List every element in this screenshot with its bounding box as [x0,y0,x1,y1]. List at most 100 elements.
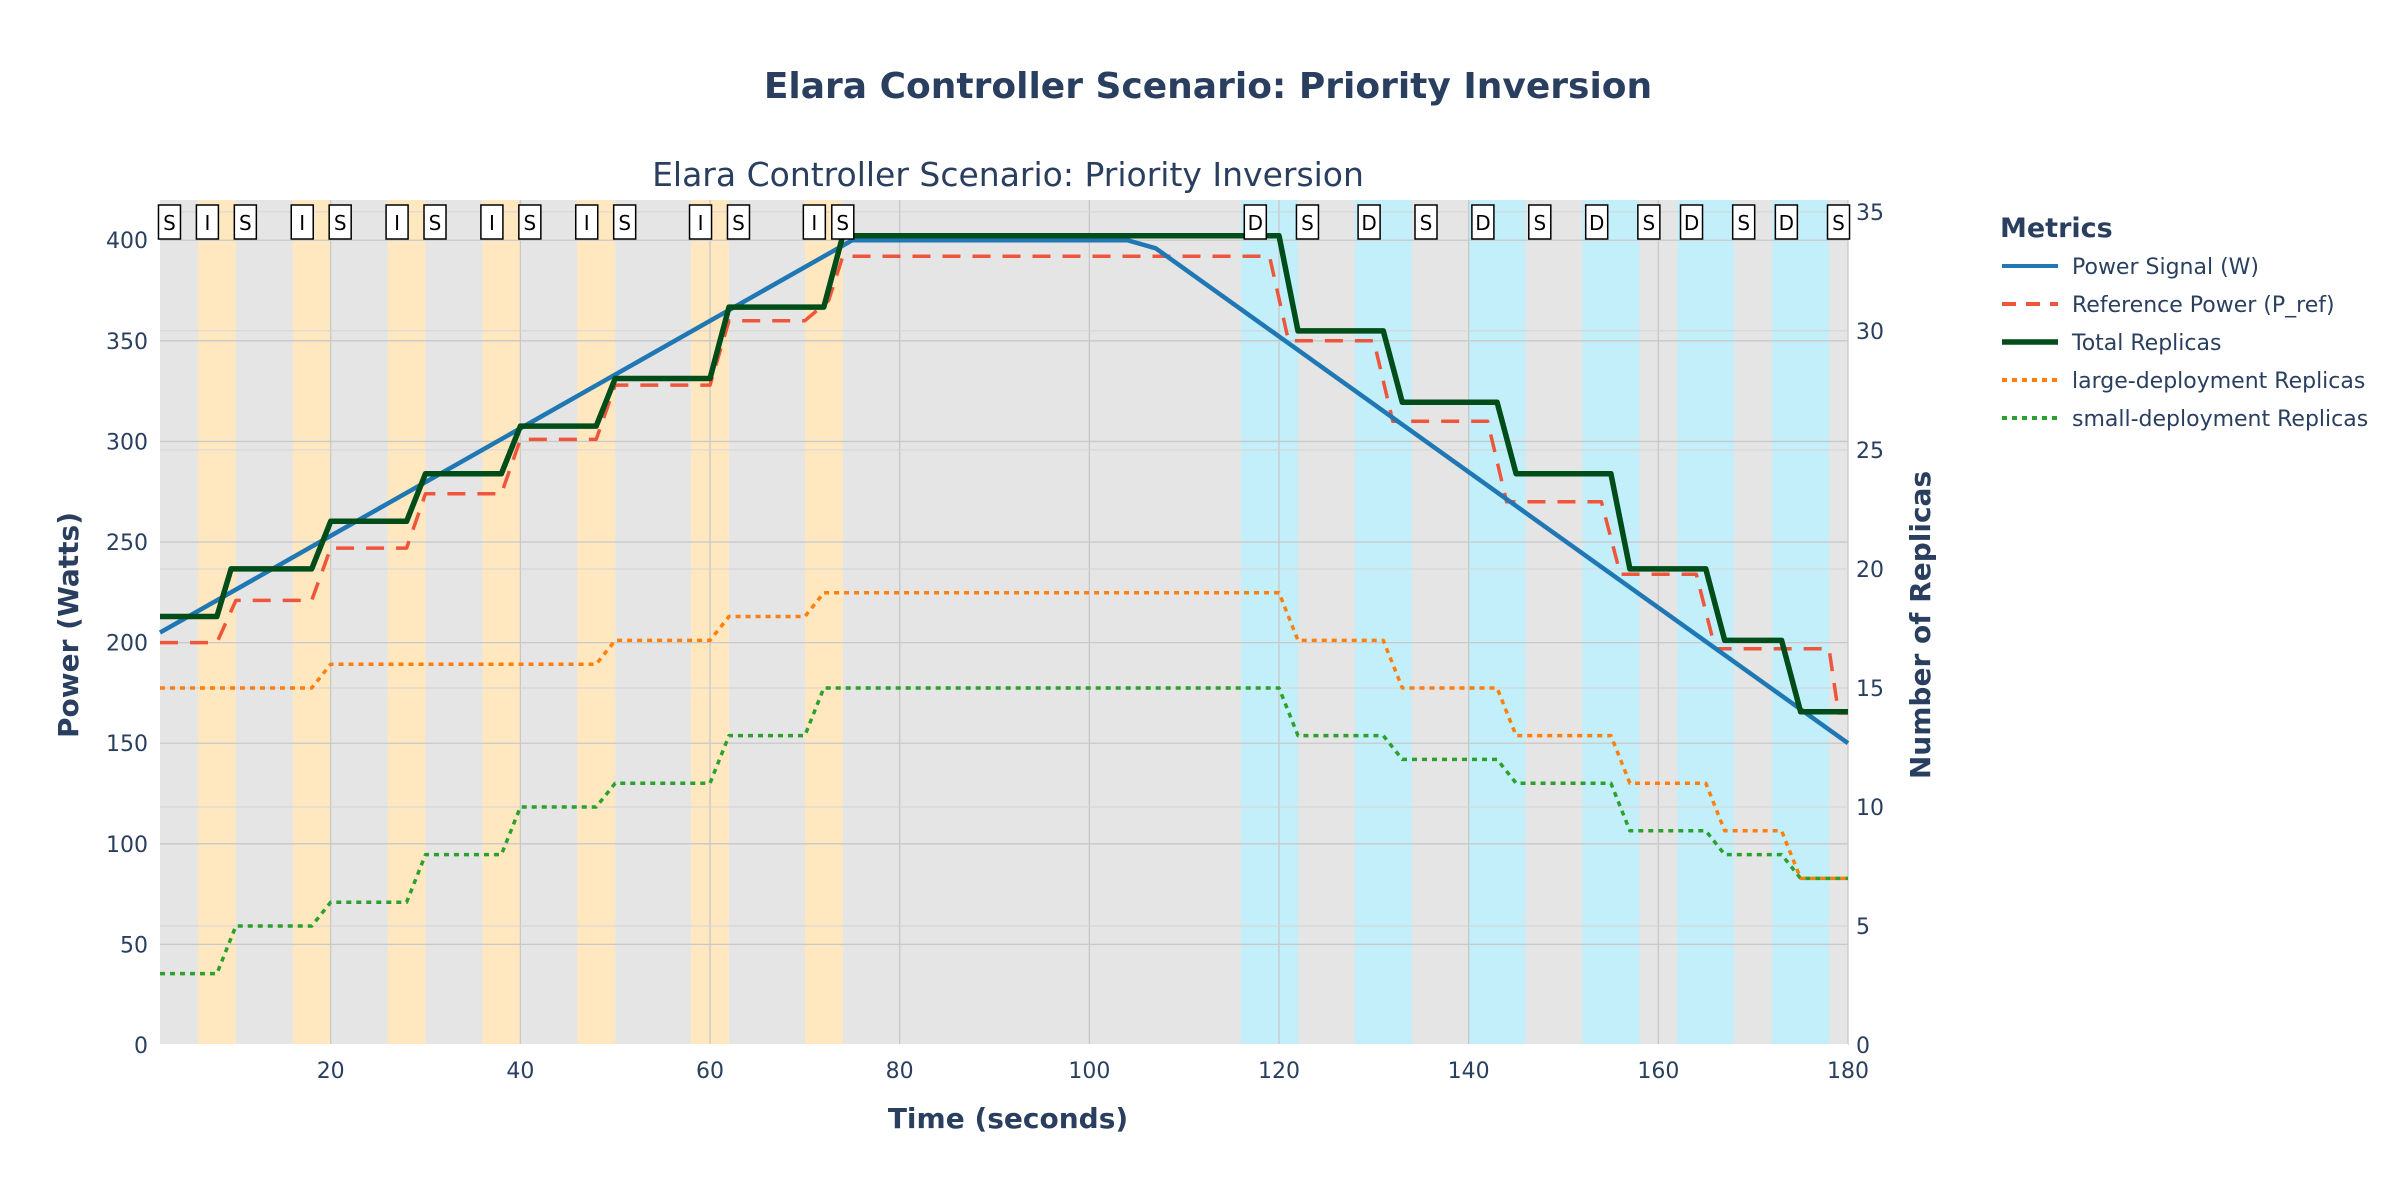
event-marker-S: S [1637,204,1661,240]
decrease-band [1582,200,1640,1045]
legend-item[interactable]: Reference Power (P_ref) [2002,293,2335,318]
event-marker-label: S [1301,211,1314,235]
event-marker-D: D [1357,204,1381,240]
y-left-tick-label: 300 [106,430,148,455]
event-marker-box [1731,204,1756,240]
y-left-tick-label: 150 [106,732,148,757]
event-marker-box [1679,204,1704,240]
x-tick-label: 100 [1068,1059,1110,1084]
event-marker-I: I [802,204,827,240]
event-marker-box [1826,204,1851,240]
increase-band [292,200,331,1045]
event-marker-I: I [290,204,314,240]
x-tick-label: 20 [317,1059,345,1084]
event-marker-box [831,204,855,240]
event-marker-box [612,204,637,240]
decrease-band [1241,200,1298,1045]
event-marker-label: S [1643,211,1656,235]
event-marker-box [1471,204,1495,240]
event-marker-I: I [480,204,504,240]
event-marker-box [195,204,220,240]
x-tick-label: 140 [1448,1059,1490,1084]
event-marker-label: S [334,211,347,235]
event-marker-box [1243,204,1268,240]
event-marker-D: D [1679,204,1704,240]
event-marker-S: S [1826,204,1851,240]
decrease-band [1354,200,1412,1045]
event-marker-box [290,204,314,240]
event-marker-label: I [584,211,590,235]
series-line-total-replicas [160,232,1848,715]
increase-band [804,200,843,1045]
event-marker-I: I [574,204,599,240]
y-left-tick-label: 200 [106,632,148,657]
event-marker-box [157,204,182,240]
legend-item[interactable]: small-deployment Replicas [2002,407,2368,432]
event-marker-label: S [163,211,176,235]
x-axis-title: Time (seconds) [888,1102,1128,1135]
event-marker-D: D [1243,204,1268,240]
event-marker-label: S [618,211,631,235]
event-marker-label: I [299,211,305,235]
event-marker-D: D [1471,204,1495,240]
event-marker-box [574,204,599,240]
event-marker-label: D [1779,211,1794,235]
y-right-tick-label: 35 [1856,201,1884,226]
y-right-tick-label: 25 [1856,439,1884,464]
y-axis-right-title: Number of Replicas [1904,471,1937,779]
legend-label: large-deployment Replicas [2072,369,2365,394]
event-marker-box [480,204,504,240]
event-marker-label: I [394,211,400,235]
event-marker-S: S [518,204,542,240]
legend-title: Metrics [2000,213,2113,244]
increase-band [197,200,236,1045]
decrease-band [1677,200,1735,1045]
event-marker-S: S [1528,204,1552,240]
event-marker-box [802,204,827,240]
event-marker-label: D [1684,211,1699,235]
event-marker-label: I [698,211,704,235]
event-marker-box [1357,204,1381,240]
legend-item[interactable]: Power Signal (W) [2002,255,2259,280]
decrease-band [1772,200,1830,1045]
event-marker-label: S [239,211,252,235]
increase-band [387,200,426,1045]
legend: Metrics Power Signal (W) Reference Power … [2000,213,2368,432]
event-marker-label: S [732,211,745,235]
legend-item[interactable]: large-deployment Replicas [2002,369,2365,394]
event-marker-box [1637,204,1661,240]
event-marker-label: S [1832,211,1845,235]
chart-title: Elara Controller Scenario: Priority Inve… [764,66,1652,107]
y-right-tick-label: 10 [1856,796,1884,821]
event-marker-S: S [233,204,258,240]
event-marker-label: S [836,211,849,235]
event-marker-box [688,204,713,240]
event-marker-box [233,204,258,240]
grid-lines [160,200,1849,1046]
y-left-tick-label: 400 [106,229,148,254]
event-marker-S: S [831,204,855,240]
event-marker-label: D [1589,211,1604,235]
series-line-power-signal-w [158,237,1850,746]
y-right-tick-label: 0 [1856,1034,1870,1059]
event-marker-box [1295,204,1320,240]
series-lines [158,232,1850,976]
event-marker-box [328,204,352,240]
series-line-large-deployment-replicas [160,590,1848,881]
event-marker-box [726,204,751,240]
event-marker-label: I [489,211,495,235]
event-marker-box [1774,204,1799,240]
event-marker-box [385,204,409,240]
event-marker-box [423,204,447,240]
x-tick-label: 120 [1258,1059,1300,1084]
event-marker-S: S [157,204,182,240]
legend-item[interactable]: Total Replicas [2002,331,2221,356]
event-marker-box [1414,204,1438,240]
legend-label: Power Signal (W) [2072,255,2259,280]
event-marker-label: I [811,211,817,235]
event-marker-I: I [688,204,713,240]
event-marker-D: D [1584,204,1609,240]
event-marker-S: S [328,204,352,240]
